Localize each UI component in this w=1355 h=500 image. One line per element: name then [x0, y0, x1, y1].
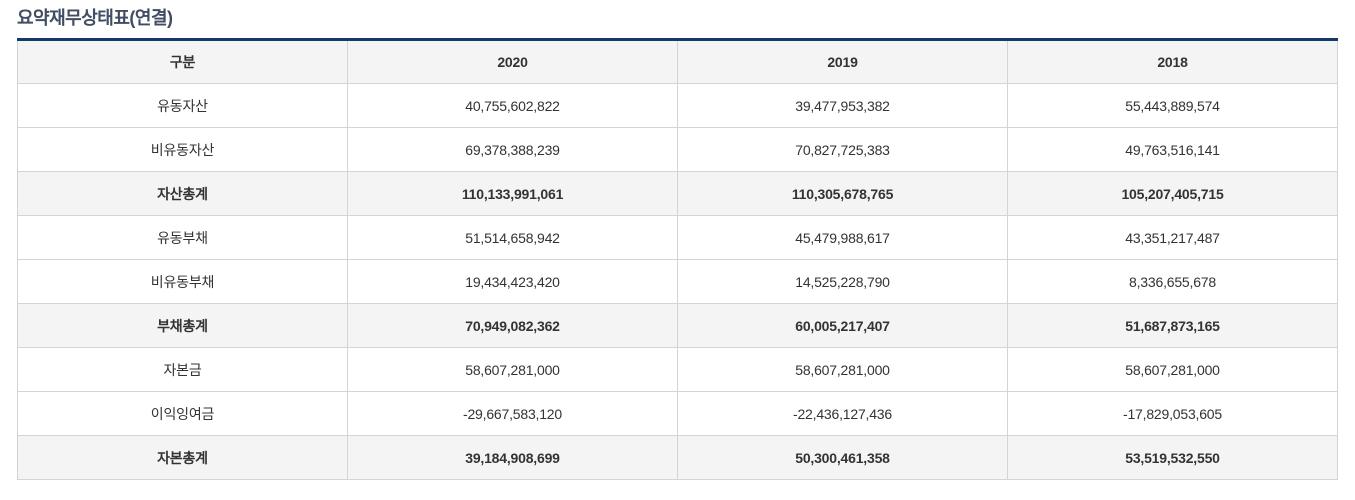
row-label: 비유동자산 [17, 127, 348, 172]
column-header-2019: 2019 [677, 39, 1008, 84]
cell-value: 49,763,516,141 [1007, 127, 1338, 172]
cell-value: 51,514,658,942 [347, 215, 678, 260]
table-row: 이익잉여금 -29,667,583,120 -22,436,127,436 -17,8… [17, 391, 1338, 436]
cell-value: 58,607,281,000 [677, 347, 1008, 392]
row-label: 비유동부채 [17, 259, 348, 304]
row-label: 자산총계 [17, 171, 348, 216]
cell-value: -17,829,053,605 [1007, 391, 1338, 436]
table-row: 부채총계 70,949,082,362 60,005,217,407 51,687,8… [17, 303, 1338, 348]
cell-value: 39,184,908,699 [347, 435, 678, 480]
row-label: 유동부채 [17, 215, 348, 260]
cell-value: 51,687,873,165 [1007, 303, 1338, 348]
table-row: 비유동자산 69,378,388,239 70,827,725,383 49,763,… [17, 127, 1338, 172]
cell-value: 69,378,388,239 [347, 127, 678, 172]
row-label: 자본총계 [17, 435, 348, 480]
column-header-2020: 2020 [347, 39, 678, 84]
table-row: 자본총계 39,184,908,699 50,300,461,358 53,519,5… [17, 435, 1338, 480]
cell-value: 110,305,678,765 [677, 171, 1008, 216]
financial-statement-table: 구분 2020 2019 2018 유동자산 40,755,602,822 39,4… [17, 38, 1338, 480]
cell-value: 55,443,889,574 [1007, 83, 1338, 128]
cell-value: 105,207,405,715 [1007, 171, 1338, 216]
cell-value: 53,519,532,550 [1007, 435, 1338, 480]
row-label: 이익잉여금 [17, 391, 348, 436]
row-label: 부채총계 [17, 303, 348, 348]
cell-value: 14,525,228,790 [677, 259, 1008, 304]
page-title: 요약재무상태표(연결) [17, 8, 173, 28]
cell-value: 40,755,602,822 [347, 83, 678, 128]
cell-value: 58,607,281,000 [1007, 347, 1338, 392]
cell-value: 19,434,423,420 [347, 259, 678, 304]
table-header: 구분 2020 2019 2018 [17, 39, 1338, 84]
table-row: 유동부채 51,514,658,942 45,479,988,617 43,351,2… [17, 215, 1338, 260]
cell-value: 58,607,281,000 [347, 347, 678, 392]
table-body: 유동자산 40,755,602,822 39,477,953,382 55,443,8… [17, 83, 1338, 480]
cell-value: 39,477,953,382 [677, 83, 1008, 128]
table-row: 자본금 58,607,281,000 58,607,281,000 58,607,28… [17, 347, 1338, 392]
page: 요약재무상태표(연결) 구분 2020 2019 2018 유동자산 40,755… [17, 8, 1338, 480]
row-label: 자본금 [17, 347, 348, 392]
column-header-2018: 2018 [1007, 39, 1338, 84]
cell-value: 60,005,217,407 [677, 303, 1008, 348]
cell-value: 70,827,725,383 [677, 127, 1008, 172]
row-label: 유동자산 [17, 83, 348, 128]
cell-value: -29,667,583,120 [347, 391, 678, 436]
table-row: 유동자산 40,755,602,822 39,477,953,382 55,443,8… [17, 83, 1338, 128]
cell-value: 8,336,655,678 [1007, 259, 1338, 304]
cell-value: 70,949,082,362 [347, 303, 678, 348]
column-header-category: 구분 [17, 39, 348, 84]
cell-value: 45,479,988,617 [677, 215, 1008, 260]
header-row: 구분 2020 2019 2018 [17, 39, 1338, 84]
table-row: 자산총계 110,133,991,061 110,305,678,765 105,20… [17, 171, 1338, 216]
cell-value: 110,133,991,061 [347, 171, 678, 216]
table-row: 비유동부채 19,434,423,420 14,525,228,790 8,336,6… [17, 259, 1338, 304]
cell-value: 50,300,461,358 [677, 435, 1008, 480]
cell-value: 43,351,217,487 [1007, 215, 1338, 260]
cell-value: -22,436,127,436 [677, 391, 1008, 436]
